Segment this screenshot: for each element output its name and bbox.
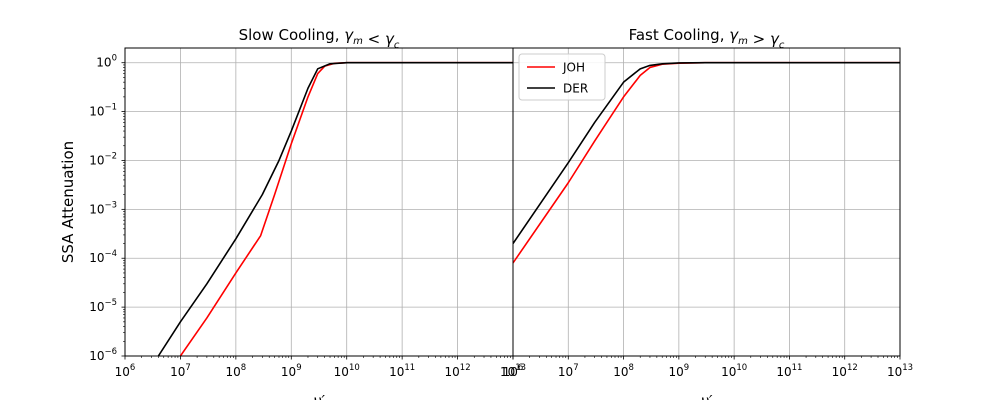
x-tick-label: 107 [170, 363, 191, 379]
y-tick-label: 10−6 [89, 347, 117, 363]
x-tick-label: 1011 [776, 363, 802, 379]
legend-label-der: DER [563, 82, 588, 96]
x-tick-label: 1010 [334, 363, 360, 379]
legend: JOH DER [518, 53, 606, 101]
x-tick-label: 108 [226, 363, 247, 379]
y-tick-label: 10−3 [89, 200, 117, 216]
panel-2: 106 107 108 109 1010 1011 1012 1013 Fast Cooling… [503, 26, 913, 400]
legend-label-joh: JOH [562, 61, 585, 75]
panel-title: Slow Cooling, γm < γc [239, 26, 400, 51]
x-tick-label: 1010 [721, 363, 747, 379]
x-tick-label: 106 [115, 363, 136, 379]
x-tick-label: 1011 [389, 363, 415, 379]
x-axis-label: ν′ [313, 392, 325, 400]
y-tick-label: 10−5 [89, 298, 117, 314]
x-tick-label: 109 [669, 363, 690, 379]
x-axis-label: ν′ [701, 392, 713, 400]
x-tick-label: 109 [281, 363, 302, 379]
x-tick-label: 107 [558, 363, 579, 379]
x-tick-label: 1012 [832, 363, 858, 379]
y-axis-label: SSA Attenuation [59, 141, 77, 263]
y-tick-label: 100 [96, 54, 117, 70]
series-line-der [513, 61, 900, 244]
x-tick-label: 106 [503, 363, 524, 379]
y-tick-label: 10−4 [89, 249, 117, 265]
x-tick-label: 108 [613, 363, 634, 379]
x-tick-label: 1012 [445, 363, 471, 379]
y-tick-label: 10−2 [89, 151, 117, 167]
panel-1: 106 107 108 109 1010 1011 1012 101310−610−510−4… [89, 26, 526, 400]
y-tick-label: 10−1 [89, 103, 117, 119]
panel-title: Fast Cooling, γm > γc [629, 26, 785, 51]
series-line-der [157, 61, 513, 356]
axes-frame [124, 47, 514, 357]
axes-frame [512, 47, 901, 357]
x-tick-label: 1013 [887, 363, 913, 379]
legend-box [518, 53, 606, 101]
